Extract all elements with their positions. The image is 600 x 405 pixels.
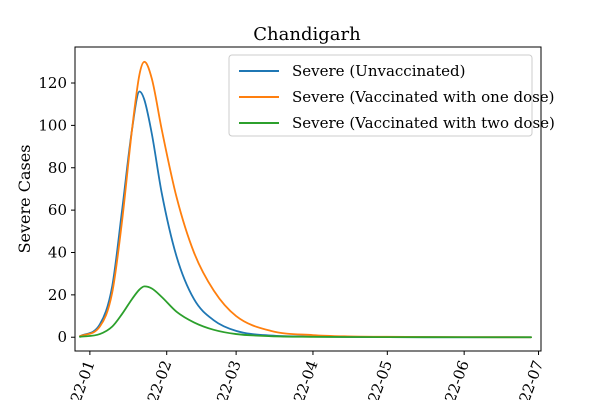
y-tick-label: 120 [38,74,67,92]
x-tick-label: 22-06 [441,358,473,400]
x-tick-label: 22-02 [144,358,176,400]
legend: Severe (Unvaccinated) Severe (Vaccinated … [228,54,555,137]
y-tick-label: 100 [38,116,67,134]
plot-frame [74,46,542,352]
y-axis: 0 20 40 60 80 100 120 [38,74,75,346]
chart-title: Chandigarh [253,24,361,45]
series-line-3 [79,285,532,339]
y-tick-label: 80 [48,159,67,177]
y-axis-label: Severe Cases [15,145,34,254]
legend-label-1: Severe (Unvaccinated) [292,62,465,80]
x-tick-label: 22-05 [364,358,396,400]
x-tick-label: 22-01 [67,358,99,400]
series-lines [79,60,532,339]
x-axis: 22-01 22-02 22-03 22-04 22-05 22-06 22-07 [67,351,548,405]
x-tick-label: 22-07 [516,358,548,400]
legend-label-2: Severe (Vaccinated with one dose) [292,88,555,106]
x-tick-label: 22-03 [213,358,245,400]
legend-box [228,54,533,137]
y-tick-label: 20 [48,286,67,304]
legend-label-3: Severe (Vaccinated with two dose) [292,114,555,132]
y-tick-label: 60 [48,201,67,219]
y-tick-label: 0 [57,328,67,346]
y-tick-label: 40 [48,243,67,261]
x-tick-label: 22-04 [290,358,322,400]
